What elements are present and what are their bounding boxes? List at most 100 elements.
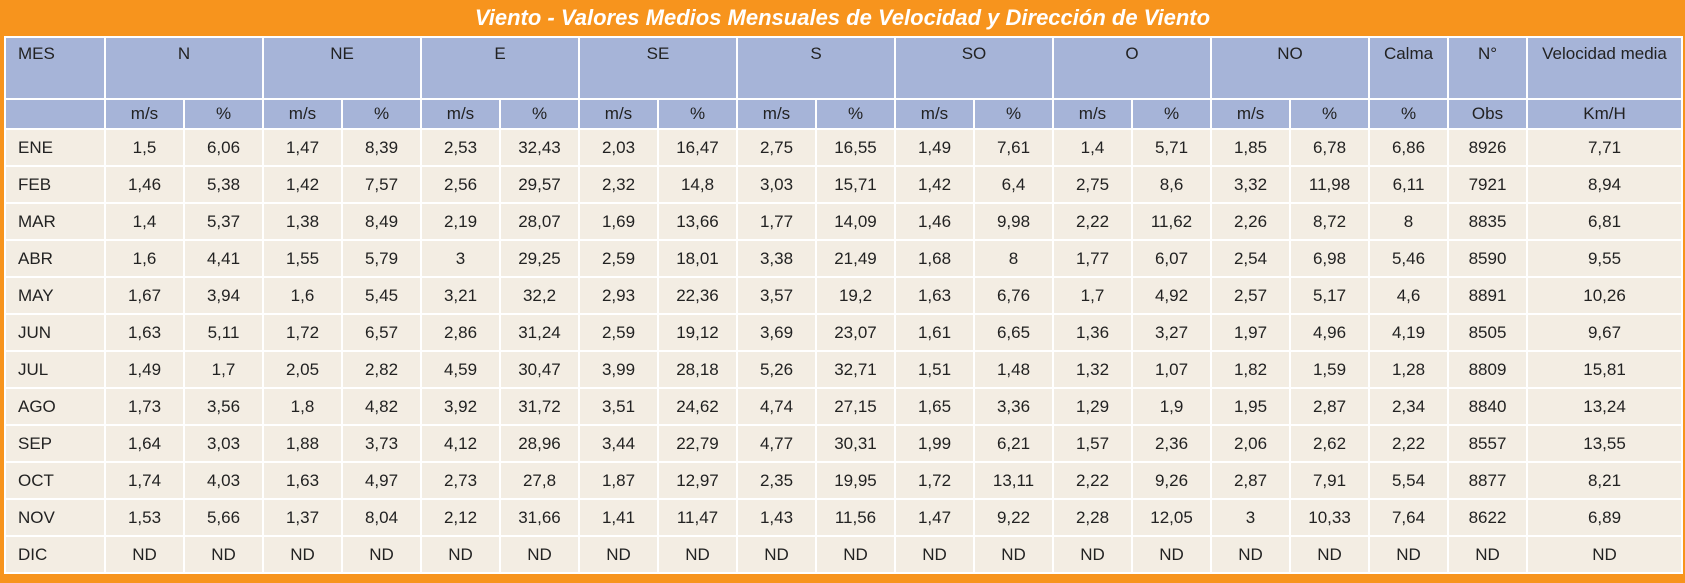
value-cell: 9,26 (1130, 461, 1213, 500)
value-cell: 15,71 (815, 165, 896, 204)
value-cell: 2,35 (736, 461, 817, 500)
value-cell: 2,56 (420, 165, 501, 204)
value-cell: 32,2 (499, 276, 580, 315)
value-cell: 4,92 (1130, 276, 1213, 315)
value-cell: 1,32 (1052, 350, 1133, 389)
value-cell: 10,26 (1526, 276, 1684, 315)
value-cell: 9,67 (1526, 313, 1684, 352)
value-cell: 1,85 (1210, 128, 1292, 167)
value-cell: 4,77 (736, 424, 817, 463)
data-row: MAY 1,67 3,94 1,6 5,45 3,21 32,2 2,93 22,36 3,57 1… (4, 276, 1684, 315)
unit-header: % (1289, 98, 1371, 130)
value-cell: 3,38 (736, 239, 817, 278)
value-cell: 11,56 (815, 498, 896, 537)
value-cell: 8926 (1447, 128, 1529, 167)
unit-row: m/s% m/s% m/s% m/s% m/s% m/s% m/s% m/s%% Obs Km/H (4, 98, 1684, 130)
group-header: N (104, 36, 264, 100)
value-cell: 8809 (1447, 350, 1529, 389)
group-header: NE (262, 36, 422, 100)
value-cell: ND (815, 535, 896, 574)
value-cell: 1,07 (1130, 350, 1213, 389)
data-row: NOV 1,53 5,66 1,37 8,04 2,12 31,66 1,41 11,47 1,4… (4, 498, 1684, 537)
value-cell: 13,24 (1526, 387, 1684, 426)
value-cell: 6,57 (341, 313, 422, 352)
value-cell: 1,99 (894, 424, 975, 463)
value-cell: 23,07 (815, 313, 896, 352)
value-cell: 1,7 (1052, 276, 1133, 315)
value-cell: 29,25 (499, 239, 580, 278)
value-cell: ND (1210, 535, 1292, 574)
value-cell: 3,27 (1130, 313, 1213, 352)
month-cell: NOV (4, 498, 106, 537)
value-cell: 3,92 (420, 387, 501, 426)
value-cell: 4,6 (1368, 276, 1450, 315)
value-cell: 4,41 (183, 239, 264, 278)
month-cell: MAY (4, 276, 106, 315)
value-cell: 1,48 (973, 350, 1054, 389)
month-cell: ENE (4, 128, 106, 167)
value-cell: 8840 (1447, 387, 1529, 426)
value-cell: 1,9 (1130, 387, 1213, 426)
value-cell: 7,57 (341, 165, 422, 204)
month-cell: AGO (4, 387, 106, 426)
value-cell: 7921 (1447, 165, 1529, 204)
value-cell: 1,5 (104, 128, 185, 167)
month-cell: JUN (4, 313, 106, 352)
value-cell: 28,07 (499, 202, 580, 241)
value-cell: 8505 (1447, 313, 1529, 352)
value-cell: 1,63 (894, 276, 975, 315)
value-cell: 1,7 (183, 350, 264, 389)
value-cell: 8,72 (1289, 202, 1371, 241)
value-cell: 1,47 (262, 128, 343, 167)
value-cell: ND (736, 535, 817, 574)
value-cell: 30,47 (499, 350, 580, 389)
table-title: Viento - Valores Medios Mensuales de Vel… (4, 0, 1681, 36)
value-cell: 3,56 (183, 387, 264, 426)
value-cell: 19,2 (815, 276, 896, 315)
value-cell: 4,03 (183, 461, 264, 500)
value-cell: 31,72 (499, 387, 580, 426)
value-cell: 8622 (1447, 498, 1529, 537)
table-head: MES N NE E SE S SO O NO Calma N° Velocidad media m/s… (4, 36, 1684, 130)
value-cell: 2,87 (1210, 461, 1292, 500)
month-cell: MAR (4, 202, 106, 241)
value-cell: 8,6 (1130, 165, 1213, 204)
data-row: JUL 1,49 1,7 2,05 2,82 4,59 30,47 3,99 28,18 5,26… (4, 350, 1684, 389)
value-cell: ND (262, 535, 343, 574)
value-cell: 3,94 (183, 276, 264, 315)
value-cell: 1,72 (262, 313, 343, 352)
blank-header (4, 98, 106, 130)
value-cell: 31,24 (499, 313, 580, 352)
value-cell: 1,8 (262, 387, 343, 426)
unit-header: m/s (420, 98, 501, 130)
value-cell: 1,74 (104, 461, 185, 500)
value-cell: 1,28 (1368, 350, 1450, 389)
value-cell: 3,99 (578, 350, 659, 389)
value-cell: 3,03 (736, 165, 817, 204)
value-cell: 6,21 (973, 424, 1054, 463)
month-cell: ABR (4, 239, 106, 278)
value-cell: 4,96 (1289, 313, 1371, 352)
data-row: AGO 1,73 3,56 1,8 4,82 3,92 31,72 3,51 24,62 4,74… (4, 387, 1684, 426)
value-cell: 1,46 (104, 165, 185, 204)
value-cell: 1,82 (1210, 350, 1292, 389)
value-cell: 11,62 (1130, 202, 1213, 241)
value-cell: 1,46 (894, 202, 975, 241)
unit-header: m/s (262, 98, 343, 130)
unit-header: m/s (104, 98, 185, 130)
value-cell: 2,73 (420, 461, 501, 500)
value-cell: 1,72 (894, 461, 975, 500)
value-cell: 11,98 (1289, 165, 1371, 204)
unit-header: % (1130, 98, 1213, 130)
value-cell: 5,54 (1368, 461, 1450, 500)
value-cell: 2,26 (1210, 202, 1292, 241)
value-cell: 8 (973, 239, 1054, 278)
value-cell: 8891 (1447, 276, 1529, 315)
value-cell: 5,46 (1368, 239, 1450, 278)
value-cell: 8,49 (341, 202, 422, 241)
unit-header: % (973, 98, 1054, 130)
value-cell: 8877 (1447, 461, 1529, 500)
value-cell: ND (499, 535, 580, 574)
value-cell: 28,18 (657, 350, 738, 389)
value-cell: 27,8 (499, 461, 580, 500)
